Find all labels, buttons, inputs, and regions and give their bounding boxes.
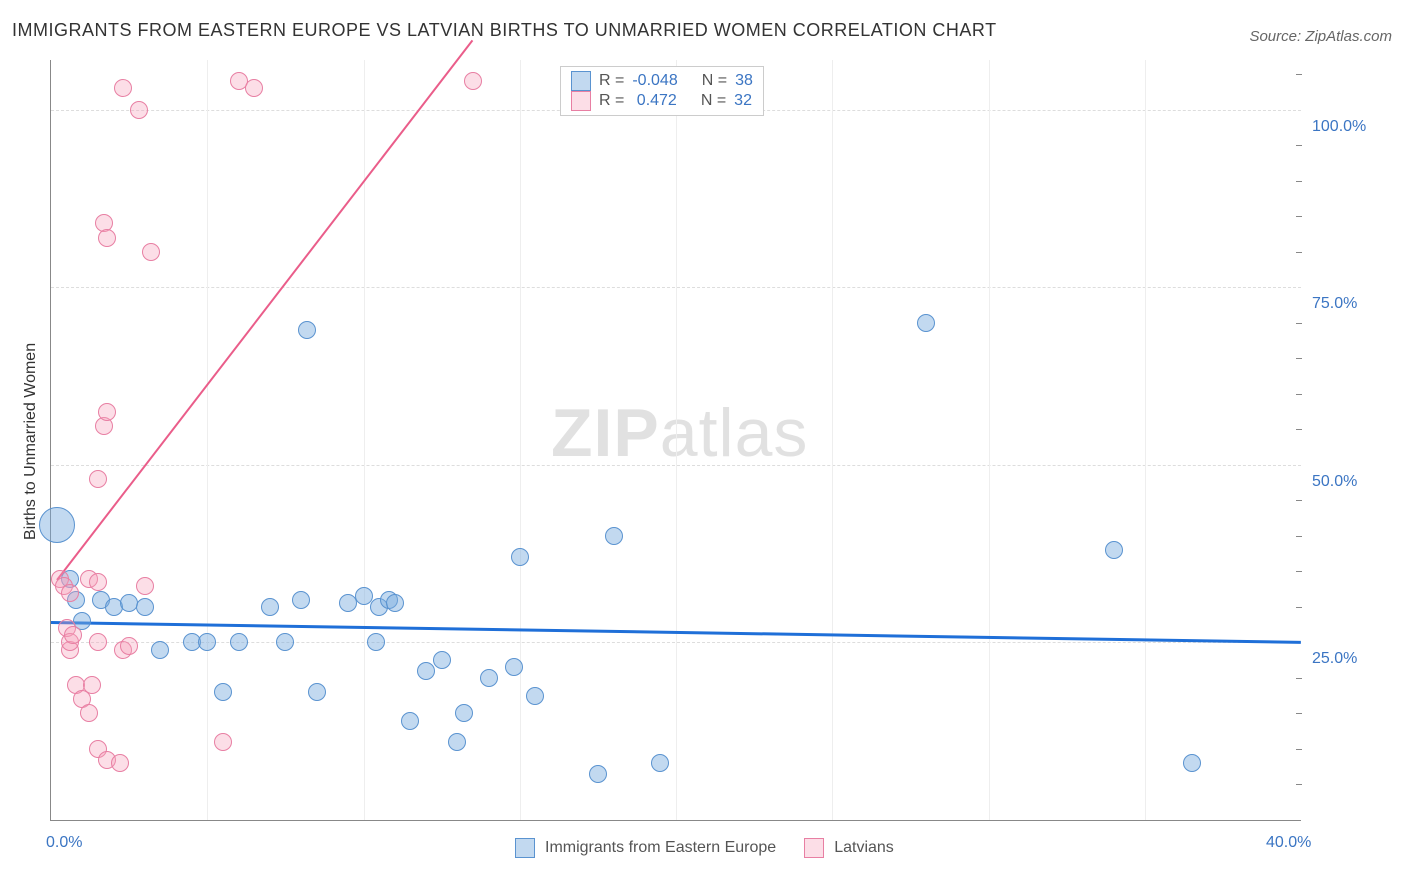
stats-n-value: 38 [735,72,753,90]
stats-row: R = 0.472 N = 32 [571,91,753,111]
stats-n-label: N = [702,72,727,90]
gridline-x [207,60,208,820]
data-point-latvians [64,626,82,644]
data-point-eastern [417,662,435,680]
x-tick-label: 40.0% [1266,834,1311,852]
data-point-latvians [114,79,132,97]
data-point-eastern [308,683,326,701]
legend: Immigrants from Eastern Europe Latvians [515,838,912,858]
data-point-latvians [214,733,232,751]
stats-row: R = -0.048 N = 38 [571,71,753,91]
data-point-eastern [151,641,169,659]
gridline-x [364,60,365,820]
gridline-x [989,60,990,820]
gridline-x [1145,60,1146,820]
data-point-eastern [298,321,316,339]
data-point-eastern [1183,754,1201,772]
data-point-eastern [276,633,294,651]
legend-swatch [804,838,824,858]
y-axis-label: Births to Unmarried Women [22,343,40,540]
data-point-latvians [98,229,116,247]
data-point-eastern [401,712,419,730]
y-tick-label: 100.0% [1312,118,1366,136]
data-point-eastern [589,765,607,783]
data-point-latvians [89,633,107,651]
chart-title: IMMIGRANTS FROM EASTERN EUROPE VS LATVIA… [12,20,997,41]
data-point-latvians [245,79,263,97]
stats-swatch [571,71,591,91]
y-tick-label: 25.0% [1312,650,1357,668]
data-point-latvians [61,584,79,602]
watermark: ZIPatlas [551,394,808,472]
data-point-eastern [605,527,623,545]
stats-r-label: R = [599,72,624,90]
stats-n-label: N = [701,92,726,110]
stats-n-value: 32 [734,92,752,110]
data-point-eastern [651,754,669,772]
legend-label: Latvians [834,839,894,857]
stats-r-value: -0.048 [632,72,677,90]
data-point-latvians [83,676,101,694]
data-point-eastern [198,633,216,651]
stats-swatch [571,91,591,111]
data-point-latvians [80,704,98,722]
gridline-x [520,60,521,820]
data-point-latvians [89,470,107,488]
data-point-eastern [448,733,466,751]
legend-swatch [515,838,535,858]
trend-line-latvians [56,39,473,580]
data-point-eastern [136,598,154,616]
data-point-eastern [526,687,544,705]
stats-r-label: R = [599,92,624,110]
data-point-eastern [230,633,248,651]
data-point-latvians [89,573,107,591]
data-point-eastern [433,651,451,669]
data-point-latvians [142,243,160,261]
legend-label: Immigrants from Eastern Europe [545,839,776,857]
data-point-latvians [120,637,138,655]
data-point-eastern [511,548,529,566]
data-point-latvians [464,72,482,90]
stats-r-value: 0.472 [632,92,676,110]
gridline-x [676,60,677,820]
data-point-latvians [98,403,116,421]
data-point-eastern [1105,541,1123,559]
source-attribution: Source: ZipAtlas.com [1249,28,1392,45]
data-point-eastern [39,507,75,543]
correlation-stats-box: R = -0.048 N = 38 R = 0.472 N = 32 [560,66,764,116]
data-point-eastern [480,669,498,687]
plot-area: ZIPatlas [50,60,1301,821]
data-point-eastern [214,683,232,701]
data-point-eastern [505,658,523,676]
data-point-latvians [130,101,148,119]
data-point-latvians [111,754,129,772]
y-tick-label: 50.0% [1312,473,1357,491]
data-point-eastern [367,633,385,651]
x-tick-label: 0.0% [46,834,82,852]
gridline-x [832,60,833,820]
data-point-eastern [292,591,310,609]
data-point-eastern [917,314,935,332]
y-tick-label: 75.0% [1312,295,1357,313]
data-point-eastern [261,598,279,616]
data-point-eastern [455,704,473,722]
data-point-eastern [386,594,404,612]
data-point-latvians [136,577,154,595]
